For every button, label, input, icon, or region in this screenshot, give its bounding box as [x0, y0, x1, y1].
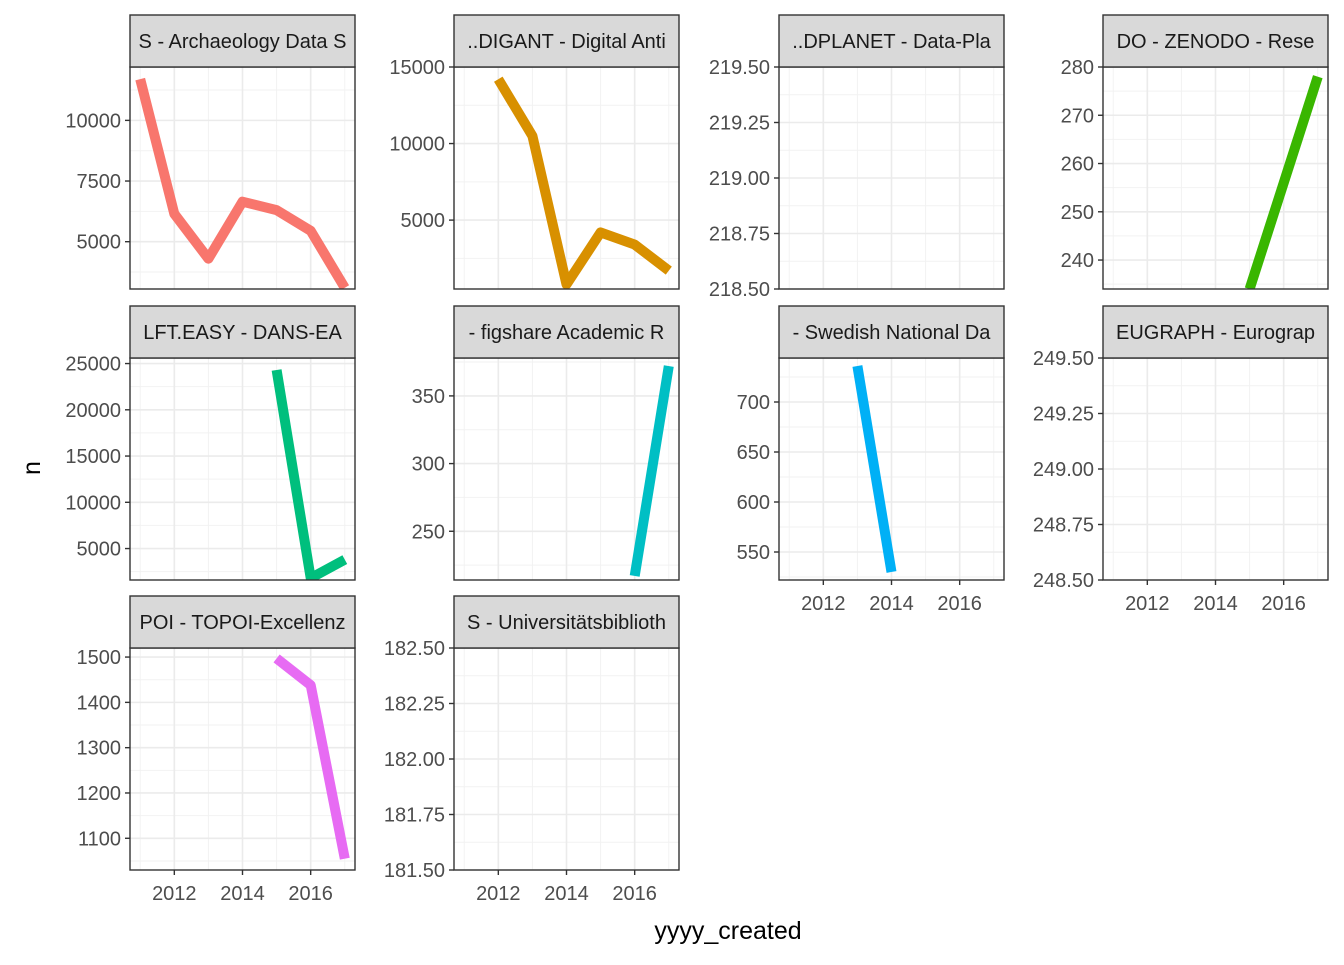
series-line	[135, 77, 350, 289]
series-line	[271, 369, 348, 580]
facet-panel: - Swedish National Da 550 600 650 700 2012 201…	[737, 305, 1005, 615]
x-tick-label: 2016	[288, 883, 333, 905]
x-tick-label: 2016	[1261, 593, 1306, 615]
facet-strip-label: ..DPLANET - Data-Pla	[792, 31, 991, 53]
x-tick-label: 2014	[869, 593, 914, 615]
facet-panel: POI - TOPOI-Excellenz 1100 1200 1300 1400 150…	[77, 595, 356, 905]
y-tick-label: 219.50	[709, 57, 770, 79]
y-tick-label: 1300	[77, 738, 122, 760]
x-tick-label: 2012	[1125, 593, 1170, 615]
facet-strip	[129, 14, 356, 68]
facet-strip-label: POI - TOPOI-Excellenz	[140, 612, 346, 634]
facet-strip-label: - Swedish National Da	[793, 322, 992, 344]
y-tick-label: 10000	[389, 134, 445, 156]
facet-strip	[778, 305, 1005, 359]
facet-panel: DO - ZENODO - Rese 240 250 260 270 280	[1061, 14, 1329, 290]
facet-strip	[453, 595, 680, 649]
series-line	[629, 365, 674, 577]
y-tick-label: 1100	[78, 828, 121, 850]
y-tick-label: 181.75	[384, 805, 445, 827]
y-tick-label: 182.50	[384, 638, 445, 660]
y-tick-label: 700	[737, 392, 770, 414]
y-tick-label: 182.00	[384, 749, 445, 771]
y-tick-label: 218.50	[709, 279, 770, 301]
y-tick-label: 250	[412, 521, 445, 543]
y-tick-label: 1400	[77, 692, 122, 714]
y-tick-label: 182.25	[384, 694, 445, 716]
y-tick-label: 181.50	[384, 860, 445, 882]
y-tick-label: 10000	[65, 110, 121, 132]
y-tick-label: 240	[1061, 250, 1094, 272]
x-tick-label: 2012	[476, 883, 521, 905]
facet-panel: LFT.EASY - DANS-EA 5000 10000 15000 20000 250…	[65, 305, 356, 581]
x-tick-label: 2012	[801, 593, 846, 615]
y-tick-label: 25000	[65, 354, 121, 376]
facet-strip	[453, 305, 680, 359]
y-tick-label: 248.75	[1033, 515, 1094, 537]
facet-panel: S - Archaeology Data S 5000 7500 10000	[65, 14, 356, 290]
facet-panel: S - Universitätsbiblioth 181.50 181.75 182.…	[384, 595, 680, 905]
series-line	[494, 76, 672, 289]
y-tick-label: 248.50	[1033, 570, 1094, 592]
y-tick-label: 350	[412, 386, 445, 408]
y-tick-label: 650	[737, 442, 770, 464]
series-line	[273, 654, 350, 860]
facet-panel: - figshare Academic R 250 300 350	[412, 305, 680, 581]
y-tick-label: 249.25	[1033, 404, 1094, 426]
y-tick-label: 280	[1061, 57, 1094, 79]
facet-panel: EUGRAPH - Eurograp 248.50 248.75 249.00 249.…	[1033, 305, 1329, 615]
y-tick-label: 10000	[65, 492, 121, 514]
facet-strip	[129, 595, 356, 649]
y-tick-label: 1500	[77, 647, 122, 669]
y-tick-label: 270	[1061, 105, 1094, 127]
facet-strip-label: LFT.EASY - DANS-EA	[143, 322, 342, 344]
y-tick-label: 600	[737, 492, 770, 514]
facet-strip-label: - figshare Academic R	[469, 322, 665, 344]
facet-strip-label: S - Universitätsbiblioth	[467, 612, 666, 634]
x-tick-label: 2016	[937, 593, 982, 615]
facet-panel: ..DPLANET - Data-Pla 218.50 218.75 219.00 21…	[709, 14, 1005, 301]
y-tick-label: 218.75	[709, 224, 770, 246]
facet-strip	[129, 305, 356, 359]
y-tick-label: 5000	[77, 232, 122, 254]
y-tick-label: 550	[737, 542, 770, 564]
x-tick-label: 2014	[220, 883, 265, 905]
facet-strip	[1102, 305, 1329, 359]
y-tick-label: 15000	[389, 57, 445, 79]
y-tick-label: 250	[1061, 202, 1094, 224]
y-tick-label: 5000	[77, 539, 122, 561]
facet-strip-label: EUGRAPH - Eurograp	[1116, 322, 1315, 344]
facet-strip	[1102, 14, 1329, 68]
y-tick-label: 5000	[401, 210, 446, 232]
facet-strip	[453, 14, 680, 68]
facet-strip-label: ..DIGANT - Digital Anti	[467, 31, 666, 53]
y-tick-label: 1200	[77, 783, 122, 805]
y-tick-label: 260	[1061, 154, 1094, 176]
facet-strip-label: DO - ZENODO - Rese	[1117, 31, 1315, 53]
series-line	[852, 365, 897, 573]
y-tick-label: 20000	[65, 400, 121, 422]
series-line	[1244, 75, 1323, 289]
y-tick-label: 249.00	[1033, 459, 1094, 481]
x-tick-label: 2016	[612, 883, 657, 905]
y-tick-label: 219.00	[709, 168, 770, 190]
x-axis-title: yyyy_created	[654, 917, 801, 945]
x-tick-label: 2014	[1193, 593, 1238, 615]
y-axis-title: n	[18, 461, 46, 475]
facet-strip-label: S - Archaeology Data S	[139, 31, 347, 53]
y-tick-label: 300	[412, 454, 445, 476]
x-tick-label: 2012	[152, 883, 197, 905]
y-tick-label: 249.50	[1033, 348, 1094, 370]
x-tick-label: 2014	[544, 883, 589, 905]
facet-panel: ..DIGANT - Digital Anti 5000 10000 15000	[389, 14, 680, 290]
y-tick-label: 15000	[65, 446, 121, 468]
facet-strip	[778, 14, 1005, 68]
y-tick-label: 7500	[77, 171, 122, 193]
y-tick-label: 219.25	[709, 113, 770, 135]
